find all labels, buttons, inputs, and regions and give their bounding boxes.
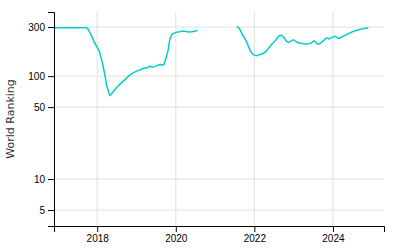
x-tick-label: 2020 [165,233,188,244]
x-axis: 2018 2020 2022 2024 [55,226,385,244]
grid-line-x [175,12,176,226]
y-tick-mark [48,27,54,28]
chart-container: 2018 2020 2022 2024 5 10 50 100 300 World Ranking [0,0,400,250]
x-tick-mark [254,226,255,232]
y-tick-mark [48,179,54,180]
line [237,27,369,56]
chart-svg: 2018 2020 2022 2024 5 10 50 100 300 World Ranking [0,0,400,250]
x-tick: 2020 [165,226,188,244]
x-tick: 2022 [244,226,267,244]
grid-line-y [54,210,384,211]
grid-line-x [254,12,255,226]
y-tick-mark [48,107,54,108]
grid-line-y [54,179,384,180]
x-tick-mark [97,226,98,232]
y-axis-line [48,13,55,227]
grid-line-x [332,12,333,226]
y-tick-mark [48,76,54,77]
x-tick: 2018 [87,226,110,244]
x-axis-line [55,227,385,233]
y-tick: 10 [34,174,54,185]
x-tick-label: 2018 [87,233,110,244]
y-tick-label: 50 [34,102,46,113]
y-tick: 5 [39,205,54,216]
y-tick-mark [48,210,54,211]
grid [54,12,384,226]
grid-line-x [97,12,98,226]
y-tick: 50 [34,102,54,113]
y-tick-label: 10 [34,174,46,185]
y-tick-label: 100 [28,71,45,82]
y-axis-title: World Ranking [4,79,17,159]
grid-line-y [54,107,384,108]
x-tick-mark [176,226,177,232]
x-tick-mark [333,226,334,232]
line [55,28,198,96]
y-tick: 300 [28,22,54,33]
x-tick-label: 2022 [244,233,267,244]
x-tick-label: 2024 [322,233,345,244]
plot-area [55,27,369,96]
y-tick-label: 5 [39,205,45,216]
grid-line-y [54,27,384,28]
y-tick: 100 [28,71,54,82]
x-tick: 2024 [322,226,345,244]
y-tick-label: 300 [28,22,45,33]
grid-line-y [54,76,384,77]
y-axis: 5 10 50 100 300 [28,13,54,227]
